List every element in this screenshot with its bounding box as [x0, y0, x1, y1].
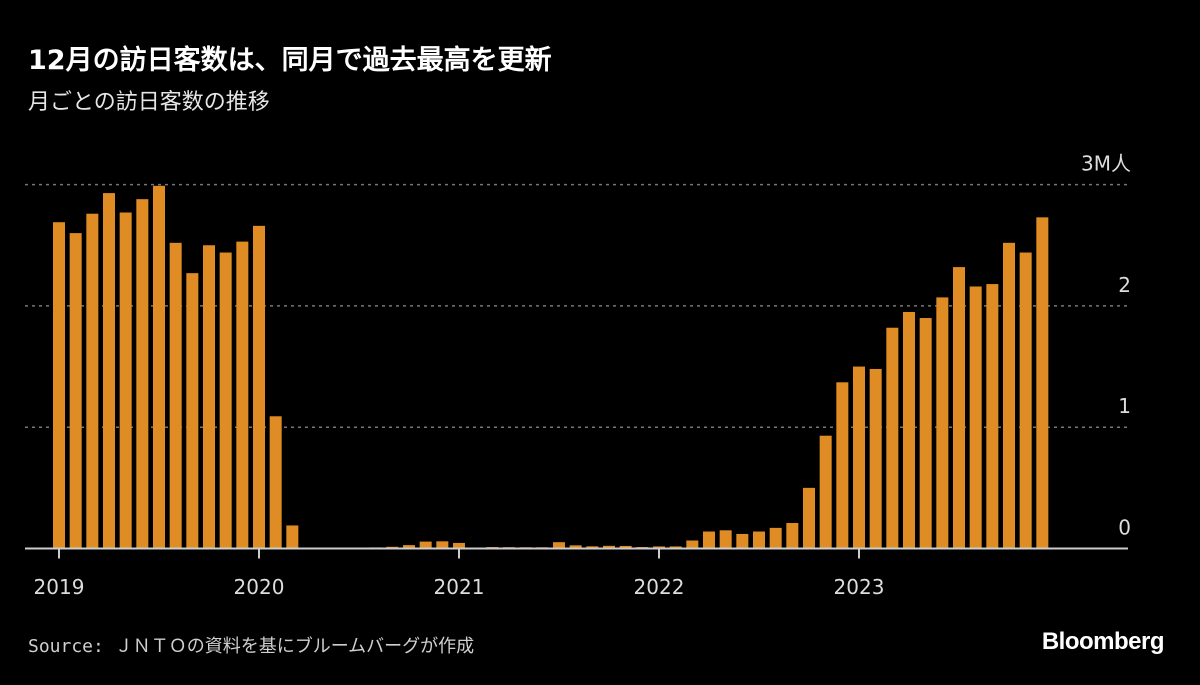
source-note: Source: ＪＮＴＯの資料を基にブルームバーグが作成 — [28, 636, 475, 657]
bar — [919, 318, 932, 549]
bar — [603, 545, 615, 549]
bar — [136, 199, 149, 549]
y-tick-label: 0 — [1118, 516, 1131, 540]
bar — [419, 541, 432, 549]
bar — [803, 487, 815, 549]
bar — [53, 222, 65, 549]
bar — [153, 185, 165, 549]
bar — [553, 542, 565, 549]
bar — [819, 435, 832, 549]
x-tick-label: 2023 — [834, 575, 885, 599]
bar — [753, 531, 765, 549]
bar — [219, 252, 232, 549]
bar — [703, 531, 715, 549]
bar — [586, 546, 599, 549]
bar — [653, 546, 665, 549]
bar — [936, 297, 949, 549]
y-tick-label: 3M人 — [1081, 152, 1131, 176]
bar — [736, 533, 749, 549]
bar — [286, 525, 299, 549]
bar — [669, 546, 682, 549]
bar — [253, 225, 265, 549]
bar — [453, 542, 465, 549]
bar — [169, 242, 182, 549]
bar — [619, 545, 632, 549]
bar — [903, 311, 915, 549]
bar — [869, 368, 882, 549]
bar — [86, 213, 99, 549]
bar — [786, 523, 799, 549]
chart-title: 12月の訪日客数は、同月で過去最高を更新 — [28, 45, 552, 76]
bar — [1019, 252, 1032, 549]
bloomberg-logo: Bloomberg — [1041, 628, 1165, 655]
bar — [119, 212, 132, 549]
chart-subtitle: 月ごとの訪日客数の推移 — [28, 90, 270, 115]
bar — [186, 273, 199, 549]
bar — [886, 327, 899, 549]
bar — [769, 527, 782, 549]
bar — [686, 540, 699, 549]
bar — [236, 241, 249, 549]
x-tick-label: 2019 — [34, 575, 85, 599]
bar — [269, 416, 282, 549]
y-tick-label: 1 — [1118, 394, 1131, 418]
bar — [1003, 242, 1015, 549]
y-tick-label: 2 — [1118, 273, 1131, 297]
bar — [1036, 217, 1049, 549]
x-tick-label: 2020 — [234, 575, 285, 599]
bar — [986, 284, 999, 549]
bar — [403, 545, 415, 549]
bar — [69, 233, 82, 549]
bar — [953, 267, 965, 549]
bar — [569, 545, 582, 549]
x-tick-label: 2021 — [434, 575, 485, 599]
bar — [719, 530, 732, 549]
bar — [969, 286, 982, 549]
bar — [203, 245, 215, 549]
bar — [836, 382, 849, 549]
bar — [853, 366, 865, 549]
bar — [103, 193, 115, 549]
bar — [436, 541, 449, 549]
x-tick-label: 2022 — [634, 575, 685, 599]
